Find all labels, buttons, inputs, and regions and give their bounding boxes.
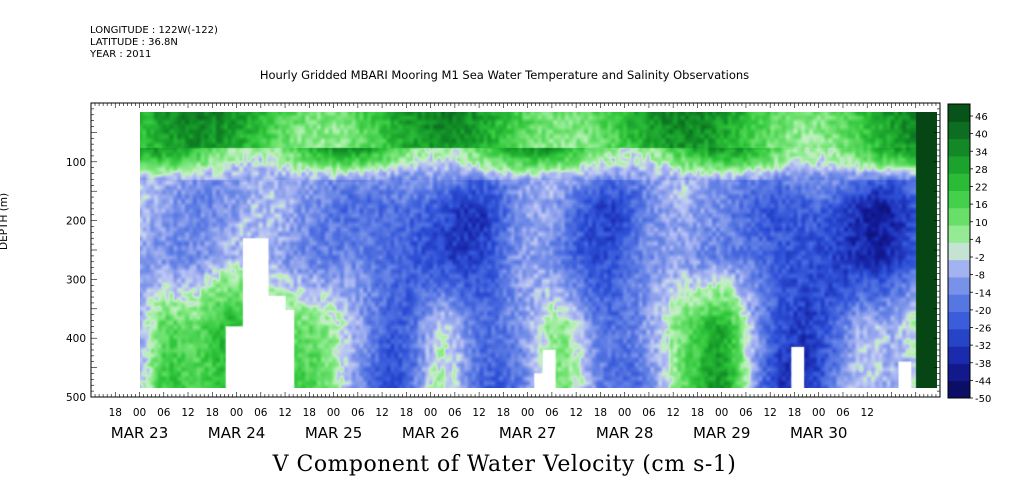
colorbar-label: 28	[975, 165, 988, 176]
x-date-label: MAR 26	[402, 424, 459, 442]
colorbar-label: -44	[975, 376, 991, 387]
colorbar: 46 40 34 28 22 16 10 4 -2 -8 -14 -20 -26 -32 -38 -44 -50	[947, 103, 991, 405]
y-tick-label: 500	[66, 392, 86, 404]
x-hour-label: 12	[472, 407, 485, 419]
y-tick-label: 400	[66, 333, 86, 345]
colorbar-frame	[947, 103, 971, 399]
x-hour-label: 18	[206, 407, 219, 419]
x-date-label: MAR 25	[305, 424, 362, 442]
x-hour-label: 18	[788, 407, 801, 419]
heatmap-image	[140, 112, 937, 388]
colorbar-label: -14	[975, 288, 991, 299]
colorbar-band	[948, 190, 970, 209]
colorbar-band	[948, 104, 970, 122]
x-hour-label: 12	[181, 407, 194, 419]
colorbar-label: 46	[975, 112, 988, 123]
x-hour-label: 18	[303, 407, 316, 419]
x-date-label: MAR 27	[499, 424, 556, 442]
x-hour-label: 06	[157, 407, 171, 419]
x-hour-label: 18	[691, 407, 704, 419]
chart-axes: 18 00 06 12 18 00 06 12 18 00 06 12 18 00 06 12 18 00 06 12…	[66, 102, 941, 442]
x-date-label: MAR 24	[208, 424, 265, 442]
colorbar-band	[948, 259, 970, 278]
x-hour-label: 12	[278, 407, 291, 419]
colorbar-band	[948, 121, 970, 140]
colorbar-label: 34	[975, 147, 988, 158]
colorbar-label: -20	[975, 306, 991, 317]
colorbar-band	[948, 242, 970, 261]
colorbar-band	[948, 363, 970, 382]
colorbar-band	[948, 173, 970, 191]
colorbar-band	[948, 155, 970, 174]
x-hour-label: 00	[521, 407, 534, 419]
colorbar-label: 40	[975, 130, 988, 141]
x-axis-title: V Component of Water Velocity (cm s-1)	[272, 452, 737, 477]
colorbar-band	[948, 276, 970, 295]
colorbar-label: -26	[975, 324, 991, 335]
x-hour-label: 00	[618, 407, 631, 419]
y-tick-label: 100	[66, 157, 86, 169]
x-hour-label: 06	[351, 407, 365, 419]
x-hour-label: 12	[666, 407, 679, 419]
x-hour-label: 00	[424, 407, 437, 419]
x-hour-label: 06	[836, 407, 850, 419]
year-label: YEAR : 2011	[90, 49, 152, 60]
y-tick-label: 300	[66, 274, 86, 286]
x-hour-label: 00	[715, 407, 728, 419]
colorbar-band	[948, 294, 970, 313]
x-hour-label: 00	[133, 407, 146, 419]
colorbar-label: 4	[975, 235, 981, 246]
colorbar-label: 10	[975, 218, 988, 229]
colorbar-band	[948, 346, 970, 364]
colorbar-label: 22	[975, 183, 988, 194]
colorbar-label: -50	[975, 394, 991, 405]
colorbar-label: -8	[975, 271, 985, 282]
chart-title: Hourly Gridded MBARI Mooring M1 Sea Wate…	[259, 68, 750, 82]
x-hour-label: 00	[230, 407, 243, 419]
x-hour-label: 06	[254, 407, 268, 419]
colorbar-label: -2	[975, 253, 985, 264]
colorbar-band	[948, 225, 970, 243]
colorbar-band	[948, 207, 970, 226]
colorbar-label: 16	[975, 200, 988, 211]
x-hour-label: 00	[812, 407, 825, 419]
longitude-label: LONGITUDE : 122W(-122)	[90, 25, 218, 36]
x-hour-label: 06	[448, 407, 462, 419]
colorbar-band	[948, 138, 970, 157]
x-hour-label: 06	[642, 407, 656, 419]
x-hour-label: 12	[569, 407, 582, 419]
x-hour-label: 18	[594, 407, 607, 419]
x-hour-label: 12	[375, 407, 388, 419]
x-hour-label: 00	[327, 407, 340, 419]
colorbar-label: -32	[975, 341, 991, 352]
latitude-label: LATITUDE : 36.8N	[90, 37, 178, 48]
x-date-label: MAR 30	[790, 424, 847, 442]
x-date-label: MAR 29	[693, 424, 750, 442]
colorbar-band	[948, 328, 970, 347]
x-hour-label: 18	[400, 407, 413, 419]
x-hour-label: 12	[861, 407, 874, 419]
colorbar-band	[948, 380, 970, 399]
colorbar-label: -38	[975, 359, 991, 370]
x-hour-label: 18	[109, 407, 122, 419]
x-hour-label: 06	[545, 407, 559, 419]
x-hour-label: 18	[497, 407, 510, 419]
x-hour-label: 06	[739, 407, 753, 419]
y-tick-label: 200	[66, 216, 86, 228]
x-date-label: MAR 28	[596, 424, 653, 442]
x-hour-label: 12	[764, 407, 777, 419]
colorbar-band	[948, 311, 970, 330]
x-date-label: MAR 23	[111, 424, 168, 442]
